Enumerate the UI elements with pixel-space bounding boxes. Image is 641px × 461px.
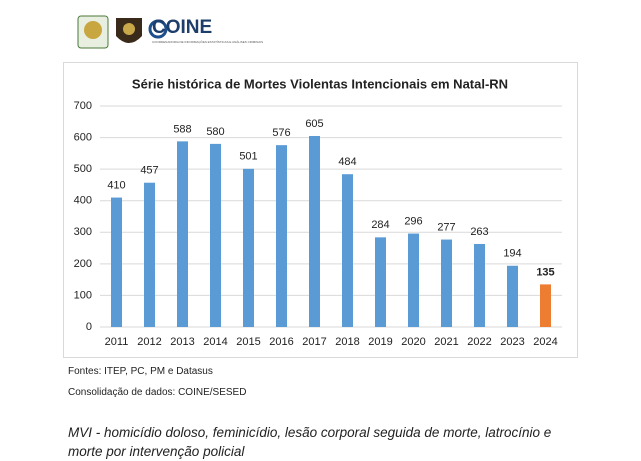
logo-police-emblem [123, 23, 135, 35]
x-tick-label: 2023 [500, 336, 524, 348]
bar [144, 182, 155, 327]
y-tick-label: 0 [86, 321, 92, 333]
bar [540, 284, 551, 327]
data-label: 484 [338, 156, 356, 168]
x-tick-label: 2011 [105, 336, 129, 348]
x-tick-label: 2019 [368, 336, 392, 348]
y-tick-label: 100 [74, 289, 92, 301]
bar [276, 145, 287, 327]
bar [375, 237, 386, 327]
x-tick-label: 2014 [203, 336, 227, 348]
x-tick-label: 2024 [533, 336, 557, 348]
data-label: 277 [437, 221, 455, 233]
data-label: 194 [503, 248, 521, 260]
data-label: 580 [206, 126, 224, 138]
y-tick-label: 500 [74, 163, 92, 175]
bar [342, 174, 353, 327]
x-tick-label: 2012 [137, 336, 161, 348]
data-label: 263 [470, 226, 488, 238]
data-label: 501 [239, 151, 257, 163]
note-line: morte por intervenção policial [68, 444, 245, 459]
note-line: MVI - homicídio doloso, feminicídio, les… [68, 425, 552, 440]
bar [243, 168, 254, 327]
data-label: 410 [107, 179, 125, 191]
data-label: 284 [371, 219, 389, 231]
brand-subtitle: COORDENADORIA DE INFORMAÇÕES ESTATÍSTICA… [152, 39, 263, 44]
bar [210, 143, 221, 327]
data-label: 135 [536, 266, 554, 278]
x-tick-label: 2018 [335, 336, 359, 348]
consolidation: Consolidação de dados: COINE/SESED [68, 387, 247, 398]
sources: Fontes: ITEP, PC, PM e Datasus [68, 366, 213, 377]
y-tick-label: 300 [74, 226, 92, 238]
bar [441, 239, 452, 327]
x-tick-label: 2022 [467, 336, 491, 348]
x-tick-label: 2020 [401, 336, 425, 348]
data-label: 296 [404, 215, 422, 227]
bar [177, 141, 188, 327]
data-label: 605 [305, 118, 323, 130]
bar [309, 135, 320, 327]
bar [474, 243, 485, 327]
y-tick-label: 600 [74, 131, 92, 143]
bar [507, 265, 518, 327]
x-tick-label: 2015 [236, 336, 260, 348]
logos: COINE COORDENADORIA DE INFORMAÇÕES ESTAT… [77, 15, 263, 49]
x-tick-label: 2017 [302, 336, 326, 348]
data-label: 576 [272, 127, 290, 139]
y-tick-label: 200 [74, 258, 92, 270]
chart-title: Série histórica de Mortes Violentas Inte… [132, 76, 508, 91]
x-tick-label: 2016 [269, 336, 293, 348]
bar [408, 233, 419, 327]
logo-state-emblem [84, 21, 102, 39]
y-tick-label: 700 [74, 100, 92, 112]
y-tick-label: 400 [74, 195, 92, 207]
chart-frame [63, 62, 578, 358]
data-label: 457 [140, 165, 158, 177]
data-label: 588 [173, 123, 191, 135]
brand: COINE [152, 17, 212, 38]
logo-coine-mark [148, 19, 168, 39]
bar [111, 197, 122, 327]
x-tick-label: 2013 [170, 336, 194, 348]
x-tick-label: 2021 [434, 336, 458, 348]
